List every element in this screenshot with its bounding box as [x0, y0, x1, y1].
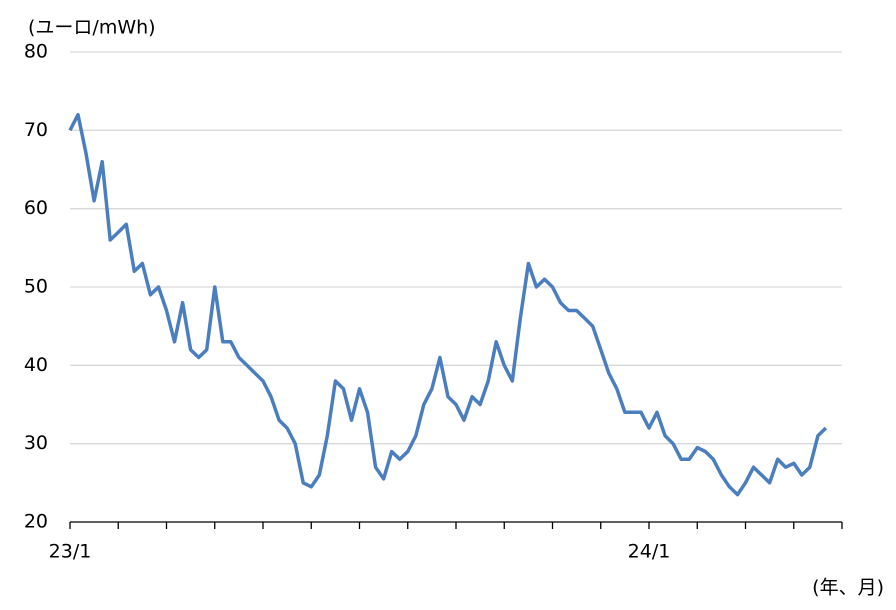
x-axis-label: (年、月) [812, 577, 884, 599]
line [68, 112, 828, 497]
x-tick-label: 23/1 [49, 541, 92, 563]
y-tick-label: 50 [24, 276, 48, 298]
y-tick-label: 70 [24, 119, 48, 141]
y-tick-label: 80 [24, 41, 48, 63]
y-axis-label: (ユーロ/mWh) [28, 17, 156, 39]
y-tick-label: 40 [24, 354, 48, 376]
y-tick-label: 30 [24, 432, 48, 454]
y-tick-label: 20 [24, 511, 48, 533]
x-tick-label: 24/1 [628, 541, 671, 563]
y-tick-label: 60 [24, 197, 48, 219]
